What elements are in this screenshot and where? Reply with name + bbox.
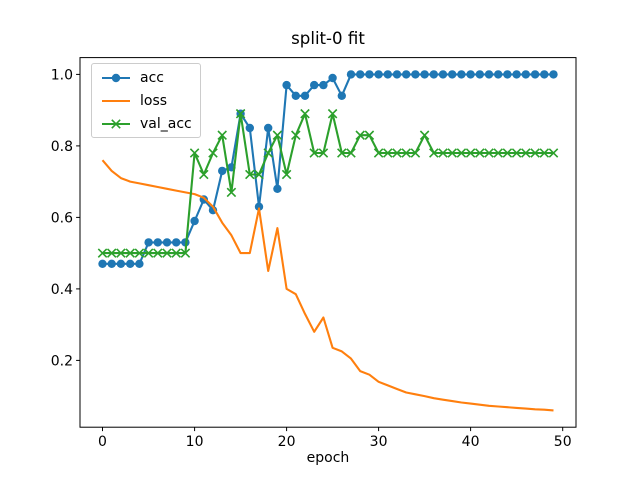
series-acc-marker xyxy=(512,70,521,79)
series-acc-marker xyxy=(402,70,411,79)
x-tick-label: 10 xyxy=(186,434,204,450)
chart-title: split-0 fit xyxy=(291,29,365,48)
series-acc-marker xyxy=(494,70,503,79)
legend: acc loss val_acc xyxy=(91,63,201,138)
legend-label-acc: acc xyxy=(140,69,164,86)
legend-item-loss: loss xyxy=(100,91,192,110)
series-acc-marker xyxy=(466,70,475,79)
x-axis-label: epoch xyxy=(306,450,350,466)
series-acc-marker xyxy=(135,259,144,268)
series-acc-marker xyxy=(475,70,484,79)
y-tick-label: 0.8 xyxy=(51,139,73,155)
series-acc-marker xyxy=(273,184,282,193)
series-acc-marker xyxy=(291,91,300,101)
series-acc-marker xyxy=(530,70,540,79)
x-tick-label: 40 xyxy=(462,434,480,450)
series-acc-marker xyxy=(549,70,558,79)
y-tick-label: 0.2 xyxy=(51,353,73,369)
x-tick-label: 20 xyxy=(278,434,296,450)
series-acc-marker xyxy=(172,238,181,247)
legend-handle-loss-line-icon xyxy=(102,99,130,102)
x-tick-label: 30 xyxy=(370,434,388,450)
series-acc-marker xyxy=(374,70,383,79)
legend-item-acc: acc xyxy=(100,68,192,87)
series-acc-marker xyxy=(484,70,494,79)
series-acc-marker xyxy=(116,259,126,268)
series-acc-marker xyxy=(126,259,135,268)
x-tick-label: 50 xyxy=(554,434,572,450)
series-acc-marker xyxy=(282,80,291,90)
series-acc-marker xyxy=(264,123,273,133)
series-acc-marker xyxy=(162,238,172,247)
y-tick-label: 1.0 xyxy=(51,67,73,83)
series-acc-marker xyxy=(521,70,530,79)
x-tick-label: 0 xyxy=(98,434,107,450)
axes-frame xyxy=(79,57,577,428)
series-acc-marker xyxy=(503,70,512,79)
series-acc-marker xyxy=(411,70,420,79)
series-acc-marker xyxy=(420,70,429,79)
legend-label-val_acc: val_acc xyxy=(140,115,192,132)
series-acc-marker xyxy=(319,80,328,90)
series-acc-marker xyxy=(218,166,227,176)
series-acc-marker xyxy=(153,238,162,247)
series-acc-marker xyxy=(392,70,402,79)
legend-label-loss: loss xyxy=(140,92,168,109)
series-acc-marker xyxy=(328,73,337,83)
y-tick-label: 0.4 xyxy=(51,282,73,298)
series-acc-marker xyxy=(98,259,107,268)
legend-item-val_acc: val_acc xyxy=(100,114,192,133)
series-acc-marker xyxy=(310,80,319,90)
series-val_acc-line xyxy=(102,112,554,255)
series-acc-marker xyxy=(383,70,392,79)
series-acc-marker xyxy=(365,70,374,79)
series-acc-marker xyxy=(429,70,438,79)
series-acc-marker xyxy=(107,259,116,268)
series-acc-marker xyxy=(144,238,153,247)
legend-handle-acc-line-circle-icon xyxy=(102,73,130,82)
series-acc-marker xyxy=(457,70,466,79)
y-tick-label: 0.6 xyxy=(51,210,73,226)
series-acc-marker xyxy=(438,70,448,79)
series-acc-marker xyxy=(356,70,365,79)
series-acc-marker xyxy=(190,216,199,226)
series-loss-line xyxy=(101,159,554,412)
series-acc-marker xyxy=(300,91,310,101)
series-acc-marker xyxy=(448,70,457,79)
series-acc-marker xyxy=(540,70,549,79)
series-acc-marker xyxy=(254,202,264,211)
series-acc-marker xyxy=(245,123,254,133)
series-val_acc-markers xyxy=(97,108,559,258)
series-acc-marker xyxy=(337,91,346,101)
legend-handle-val_acc-line-x-icon xyxy=(102,118,130,129)
series-acc-marker xyxy=(346,70,356,79)
